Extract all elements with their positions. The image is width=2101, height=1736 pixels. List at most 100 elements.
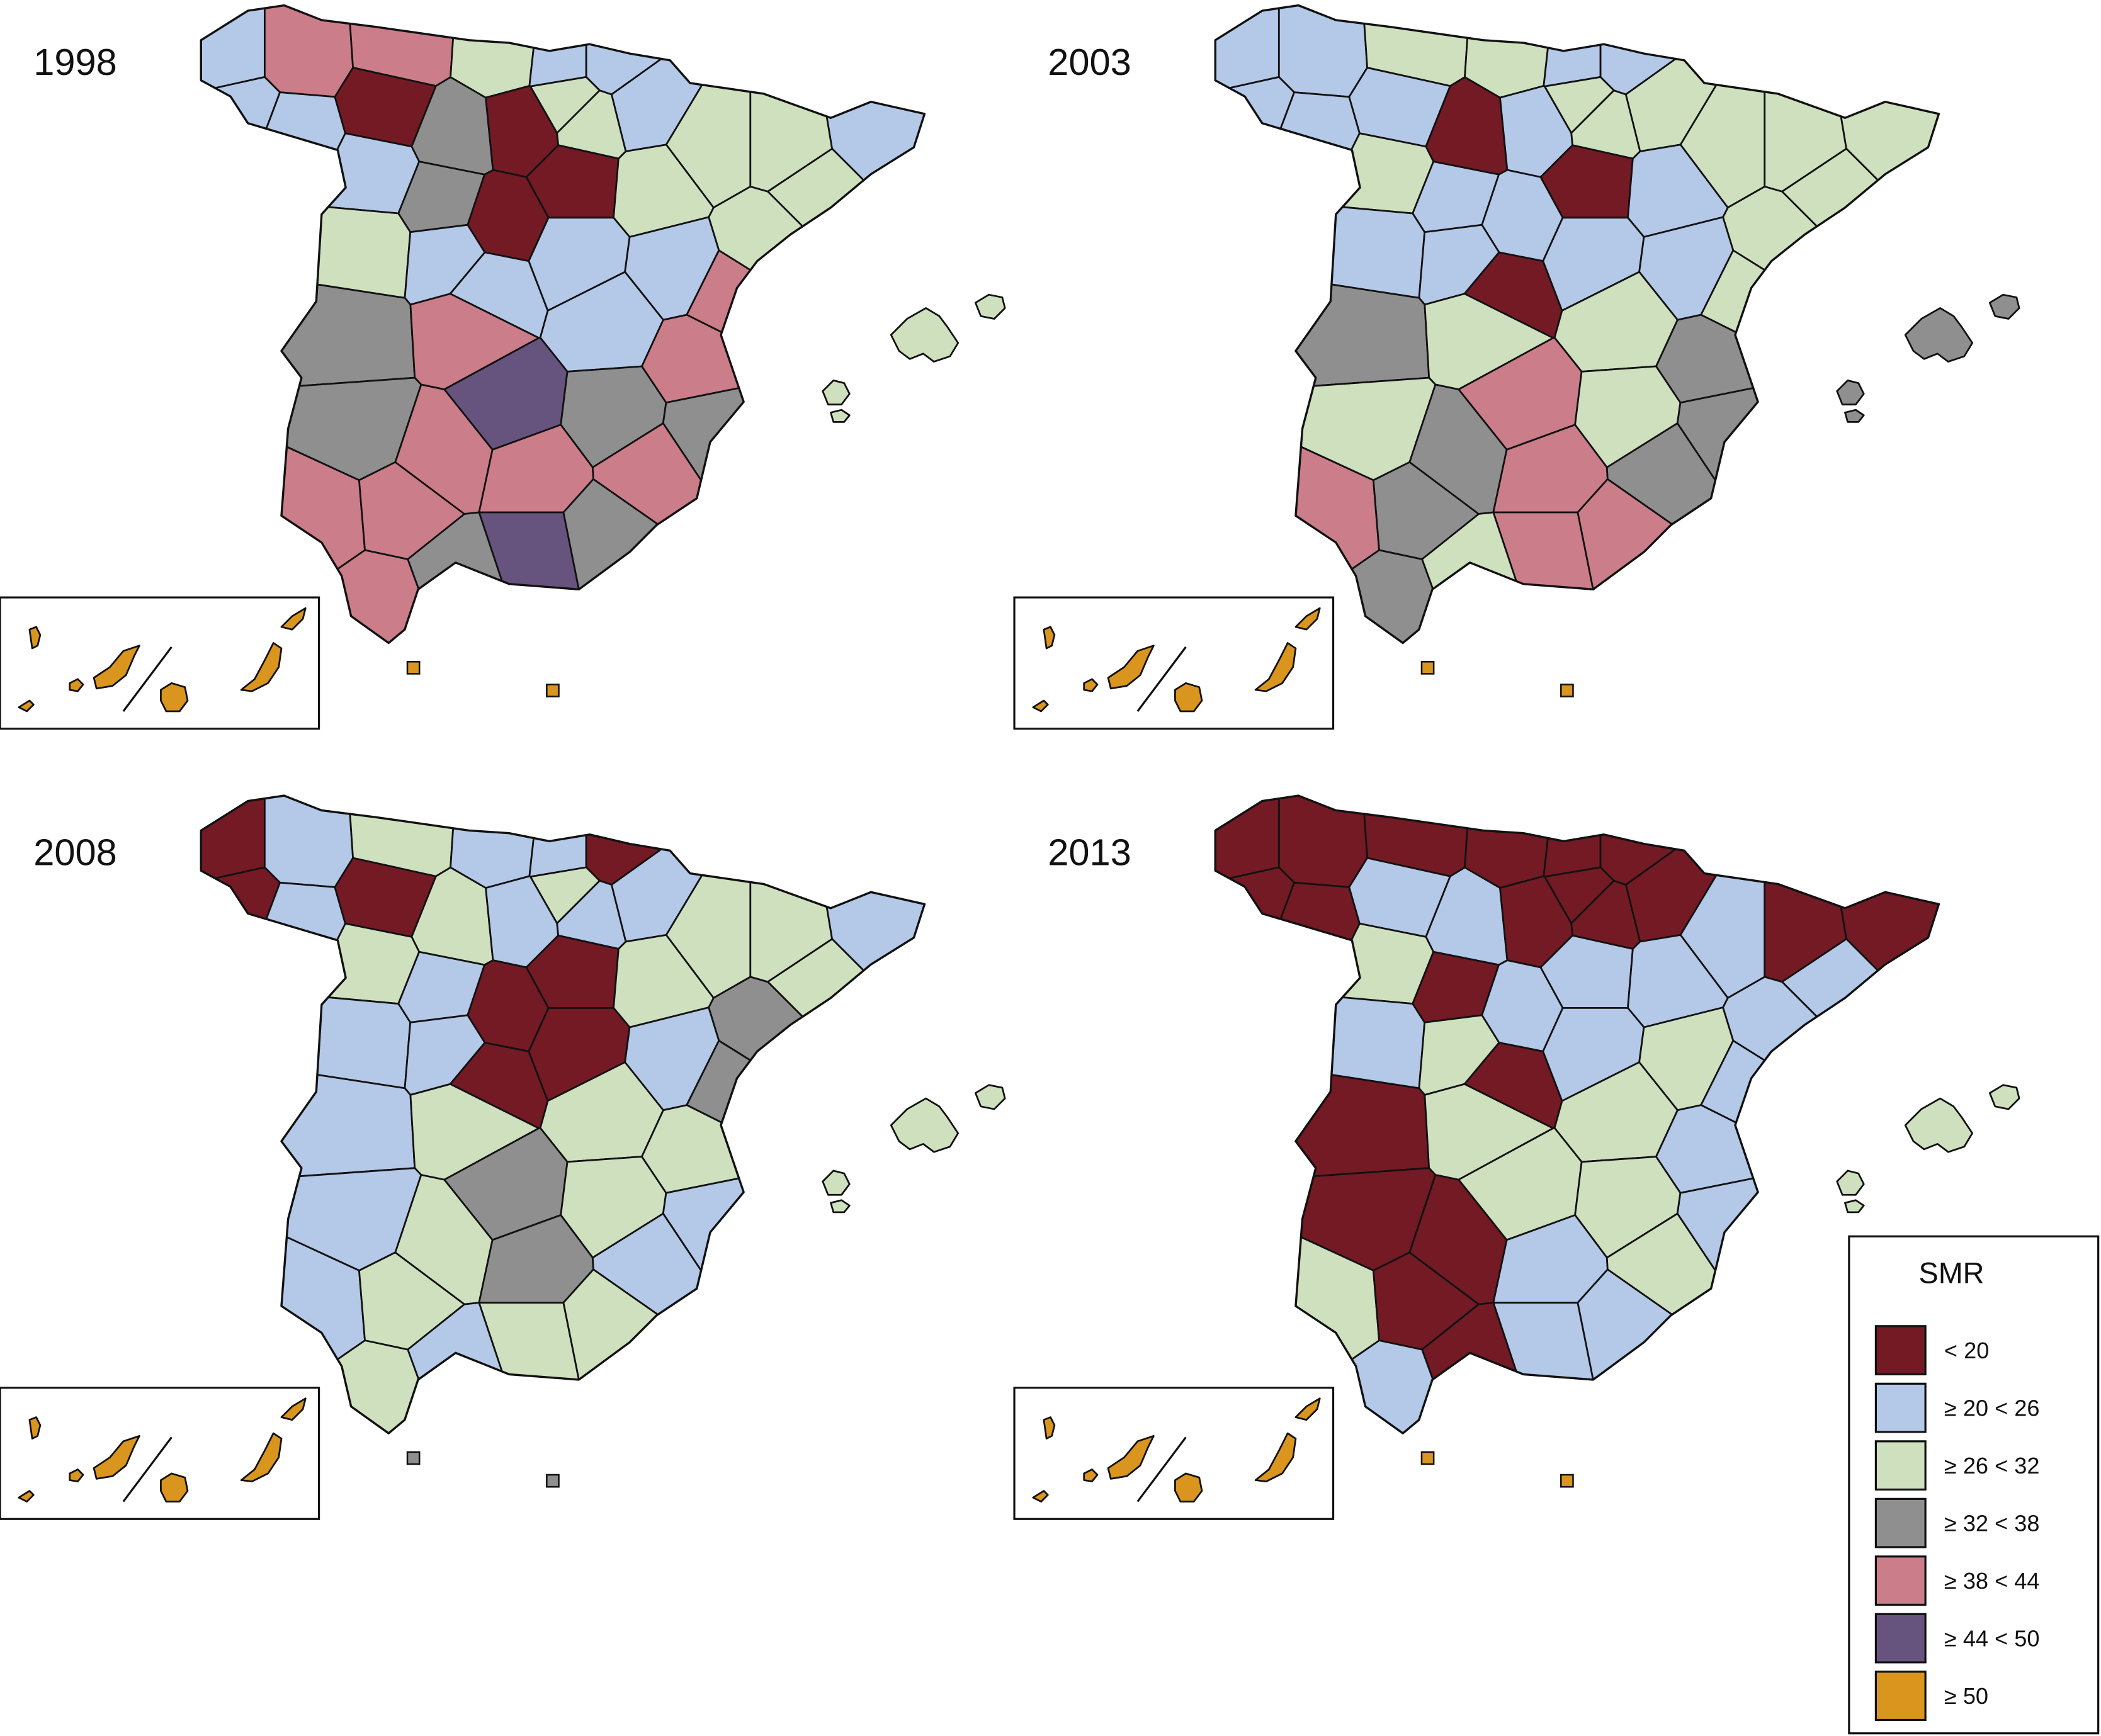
legend-swatch (1874, 1325, 1927, 1376)
canary-island (240, 642, 283, 692)
legend-label: < 20 (1944, 1338, 1989, 1363)
legend-swatch (1874, 1382, 1927, 1433)
legend-swatch (1874, 1440, 1927, 1491)
canary-island (69, 1468, 84, 1483)
canary-island (1032, 1490, 1049, 1502)
legend-label: ≥ 32 < 38 (1944, 1510, 2040, 1536)
ceuta-marker (1420, 1451, 1435, 1465)
map-year-label: 1998 (33, 41, 117, 83)
legend-swatch (1874, 1555, 1927, 1606)
mainland-provinces (201, 796, 925, 1434)
legend-swatch (1874, 1497, 1927, 1548)
mainland-outline (200, 4, 926, 645)
mainland-provinces (201, 5, 925, 643)
melilla-marker (546, 684, 560, 697)
balearic-island (1844, 1199, 1865, 1214)
balearic-island (890, 1097, 960, 1153)
province-region (201, 76, 281, 290)
ceuta-marker (1420, 660, 1435, 675)
province-region (450, 5, 541, 99)
balearic-island (1988, 293, 2020, 320)
canary-island (93, 1434, 140, 1480)
mainland-outline (1214, 4, 1940, 645)
ceuta-marker (406, 660, 421, 675)
canary-island (1032, 699, 1049, 713)
balearic-island (1844, 409, 1865, 423)
legend-label: ≥ 38 < 44 (1944, 1568, 2040, 1594)
map-year-label: 2003 (1048, 41, 1131, 83)
canary-island (1174, 682, 1203, 713)
balearic-island (1904, 307, 1974, 363)
province-region (1722, 976, 1939, 1187)
canary-island (1043, 626, 1056, 650)
map-panel-2003: 2003 (1013, 4, 2020, 730)
canary-island (1083, 1468, 1099, 1483)
province-region (212, 995, 412, 1090)
balearic-island (822, 379, 851, 406)
balearic-island (890, 307, 960, 363)
canary-island (1107, 1434, 1155, 1480)
balearic-island (822, 1170, 851, 1196)
province-region (662, 1164, 925, 1434)
balearic-island (1836, 1170, 1865, 1196)
melilla-marker (546, 1474, 560, 1488)
legend-label: ≥ 44 < 50 (1944, 1625, 2040, 1651)
province-region (1277, 796, 1368, 888)
canary-island (160, 1472, 189, 1502)
province-region (1215, 76, 1295, 290)
province-region (1676, 373, 1939, 643)
province-region (1226, 995, 1426, 1090)
province-region (528, 796, 587, 878)
canary-island (1294, 1397, 1321, 1421)
province-region (1722, 186, 1939, 397)
canary-island (1254, 642, 1297, 692)
melilla-marker (1560, 1474, 1574, 1488)
province-region (201, 866, 281, 1079)
legend-label: ≥ 20 < 26 (1944, 1395, 2040, 1421)
legend: SMR < 20 ≥ 20 < 26 ≥ 26 < 32 ≥ 32 < 38 ≥ 38 … (1848, 1235, 2100, 1735)
province-region (212, 204, 412, 299)
canary-island (1254, 1432, 1297, 1483)
canary-island (28, 626, 42, 650)
legend-swatch (1874, 1613, 1927, 1664)
canary-island (69, 678, 84, 692)
province-region (662, 373, 925, 643)
melilla-marker (1560, 684, 1574, 697)
province-region (1464, 5, 1556, 99)
inset-divider (122, 1436, 173, 1502)
canary-island (28, 1416, 42, 1440)
canary-island (280, 1397, 307, 1421)
province-region (263, 796, 354, 888)
mainland-outline (200, 794, 926, 1434)
mainland-outline (1214, 794, 1940, 1434)
inset-divider (1136, 1436, 1187, 1502)
province-region (1577, 478, 1860, 643)
map-panel-1998: 1998 (0, 4, 1006, 730)
province-region (1226, 204, 1426, 299)
canary-island (18, 699, 35, 713)
canary-island (1083, 678, 1099, 692)
legend-label: ≥ 50 (1944, 1683, 1988, 1709)
province-region (562, 478, 846, 643)
province-region (708, 186, 925, 397)
province-region (1543, 5, 1602, 87)
balearic-island (830, 409, 851, 423)
province-region (1543, 796, 1602, 878)
map-panel-2008: 2008 (0, 794, 1006, 1520)
inset-divider (1136, 646, 1187, 712)
canary-island (240, 1432, 283, 1483)
inset-divider (122, 646, 173, 712)
canary-island (18, 1490, 35, 1502)
balearic-island (974, 293, 1006, 320)
province-region (1215, 866, 1295, 1079)
province-region (528, 5, 587, 87)
balearic-island (974, 1084, 1006, 1110)
province-region (562, 1268, 846, 1434)
balearic-island (1988, 1084, 2020, 1110)
province-region (708, 976, 925, 1187)
canary-island (1043, 1416, 1056, 1440)
legend-title: SMR (1919, 1257, 1985, 1290)
canary-island (280, 607, 307, 631)
canary-island (1294, 607, 1321, 631)
